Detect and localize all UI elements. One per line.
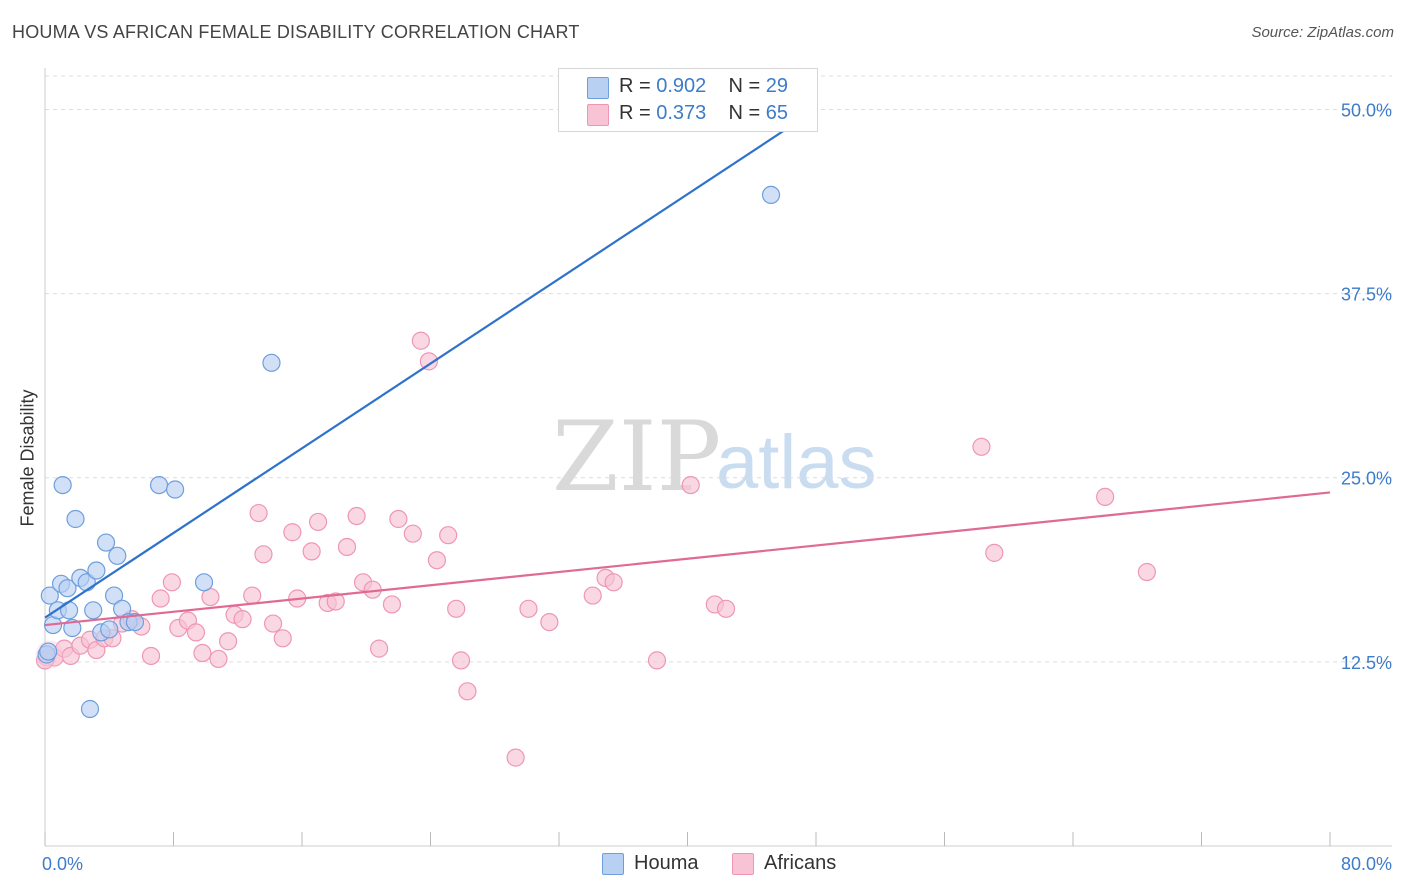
africans-point xyxy=(382,595,402,614)
africans-point xyxy=(141,646,161,666)
correlation-legend: R = 0.902 N = 29 R = 0.373 N = 65 xyxy=(558,68,818,132)
africans-legend-label: Africans xyxy=(764,852,837,874)
houma-point xyxy=(80,699,100,719)
houma-point xyxy=(166,480,185,499)
axes xyxy=(44,68,1392,847)
houma-legend-label: Houma xyxy=(634,852,699,874)
africans-point xyxy=(186,623,206,642)
houma-point xyxy=(125,612,145,632)
chart-title: HOUMA VS AFRICAN FEMALE DISABILITY CORRE… xyxy=(12,22,580,42)
africans-series xyxy=(35,331,1156,767)
houma-n-value: 29 xyxy=(765,75,789,97)
africans-point xyxy=(604,573,623,592)
africans-point xyxy=(347,506,366,526)
houma-legend-swatch xyxy=(602,853,624,875)
y-tick-label: 25.0% xyxy=(1341,469,1392,489)
africans-trend-line xyxy=(44,491,1331,627)
africans-point xyxy=(283,523,302,542)
africans-point xyxy=(233,610,252,629)
africans-point xyxy=(458,682,477,701)
houma-point xyxy=(761,185,781,204)
houma-point xyxy=(39,642,58,661)
africans-point xyxy=(326,592,345,611)
africans-point xyxy=(972,437,991,456)
houma-point xyxy=(66,509,85,529)
houma-point xyxy=(100,620,119,639)
houma-r-value: 0.902 xyxy=(656,75,707,97)
y-tick-label: 12.5% xyxy=(1341,653,1392,673)
africans-point xyxy=(985,543,1004,562)
houma-point xyxy=(108,546,127,565)
africans-point xyxy=(308,512,328,532)
houma-point xyxy=(59,601,79,620)
houma-r-label: R = xyxy=(619,75,651,97)
africans-point xyxy=(193,643,212,663)
houma-point xyxy=(84,601,103,620)
africans-point xyxy=(439,526,458,545)
houma-point xyxy=(262,353,281,372)
africans-point xyxy=(243,586,262,605)
africans-swatch xyxy=(587,104,609,126)
houma-series xyxy=(37,185,781,719)
africans-n-label: N = xyxy=(728,102,761,124)
africans-point xyxy=(519,599,538,618)
africans-point xyxy=(389,509,408,529)
houma-point xyxy=(194,573,214,592)
houma-point xyxy=(104,586,124,605)
africans-point xyxy=(302,542,321,561)
africans-point xyxy=(1137,562,1156,582)
africans-point xyxy=(419,352,438,371)
africans-legend-swatch xyxy=(732,853,754,875)
x-tick-label-max: 80.0% xyxy=(1341,854,1392,874)
y-tick-label: 37.5% xyxy=(1341,285,1392,305)
africans-point xyxy=(427,551,447,570)
africans-point xyxy=(1096,487,1115,506)
grid-lines xyxy=(45,75,1392,663)
africans-point xyxy=(151,589,170,608)
africans-point xyxy=(447,599,466,618)
houma-point xyxy=(53,475,72,495)
africans-point xyxy=(451,651,471,670)
africans-point xyxy=(209,649,228,669)
africans-r-label: R = xyxy=(619,102,651,124)
africans-point xyxy=(263,614,283,633)
x-tick-label-min: 0.0% xyxy=(42,854,83,874)
africans-point xyxy=(506,748,525,767)
africans-point xyxy=(583,586,602,605)
africans-point xyxy=(647,651,667,670)
tick-labels: 12.5% 25.0% 37.5% 50.0% 0.0% 80.0% xyxy=(42,100,1392,874)
africans-point xyxy=(273,629,292,648)
africans-point xyxy=(337,537,357,557)
source-label: Source: ZipAtlas.com xyxy=(1251,24,1394,41)
africans-point xyxy=(249,503,268,523)
trend-lines xyxy=(44,108,1331,627)
africans-r-value: 0.373 xyxy=(656,102,707,124)
houma-swatch xyxy=(587,77,609,99)
houma-trend-line xyxy=(44,108,817,619)
africans-point xyxy=(370,639,389,658)
africans-point xyxy=(403,524,422,543)
africans-point xyxy=(411,331,430,350)
watermark-atlas: atlas xyxy=(716,420,877,505)
houma-n-label: N = xyxy=(728,75,761,97)
houma-point xyxy=(40,586,59,605)
houma-point xyxy=(96,533,116,552)
africans-point xyxy=(540,612,559,632)
y-tick-label: 50.0% xyxy=(1341,100,1392,120)
houma-point xyxy=(149,475,169,495)
watermark-zip: ZIP xyxy=(552,401,721,513)
africans-point xyxy=(254,545,273,564)
houma-point xyxy=(58,579,77,598)
africans-point xyxy=(681,475,700,495)
africans-n-value: 65 xyxy=(765,102,789,124)
africans-point xyxy=(219,632,238,651)
africans-point xyxy=(716,599,736,618)
africans-point xyxy=(162,573,181,592)
houma-point xyxy=(87,561,106,580)
